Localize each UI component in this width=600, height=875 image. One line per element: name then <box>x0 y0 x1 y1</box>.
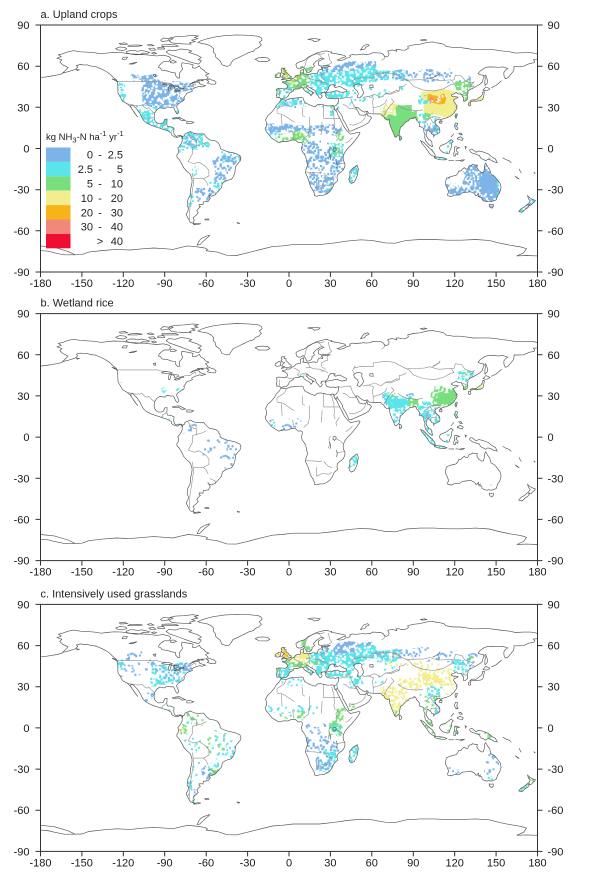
svg-text:5: 5 <box>87 179 93 191</box>
svg-text:b. Wetland rice: b. Wetland rice <box>41 298 114 310</box>
svg-text:40: 40 <box>111 236 123 248</box>
svg-text:-: - <box>98 150 102 162</box>
svg-text:10: 10 <box>111 179 123 191</box>
svg-text:a. Upland crops: a. Upland crops <box>41 9 119 21</box>
svg-text:30: 30 <box>111 207 123 219</box>
svg-text:10: 10 <box>81 193 93 205</box>
svg-text:-: - <box>98 164 102 176</box>
svg-text:20: 20 <box>111 193 123 205</box>
svg-text:30: 30 <box>81 222 93 234</box>
svg-text:kg NH3-N ha-1 yr-1: kg NH3-N ha-1 yr-1 <box>46 129 124 145</box>
svg-text:2.5: 2.5 <box>108 150 123 162</box>
svg-text:-: - <box>98 207 102 219</box>
svg-text:5: 5 <box>117 164 123 176</box>
svg-text:20: 20 <box>81 207 93 219</box>
svg-text:>: > <box>97 236 103 248</box>
svg-text:-: - <box>98 179 102 191</box>
svg-text:-: - <box>98 193 102 205</box>
svg-text:40: 40 <box>111 222 123 234</box>
svg-text:c. Intensively used grasslands: c. Intensively used grasslands <box>41 588 188 600</box>
svg-text:-: - <box>98 222 102 234</box>
svg-text:0: 0 <box>87 150 93 162</box>
svg-text:2.5: 2.5 <box>78 164 93 176</box>
